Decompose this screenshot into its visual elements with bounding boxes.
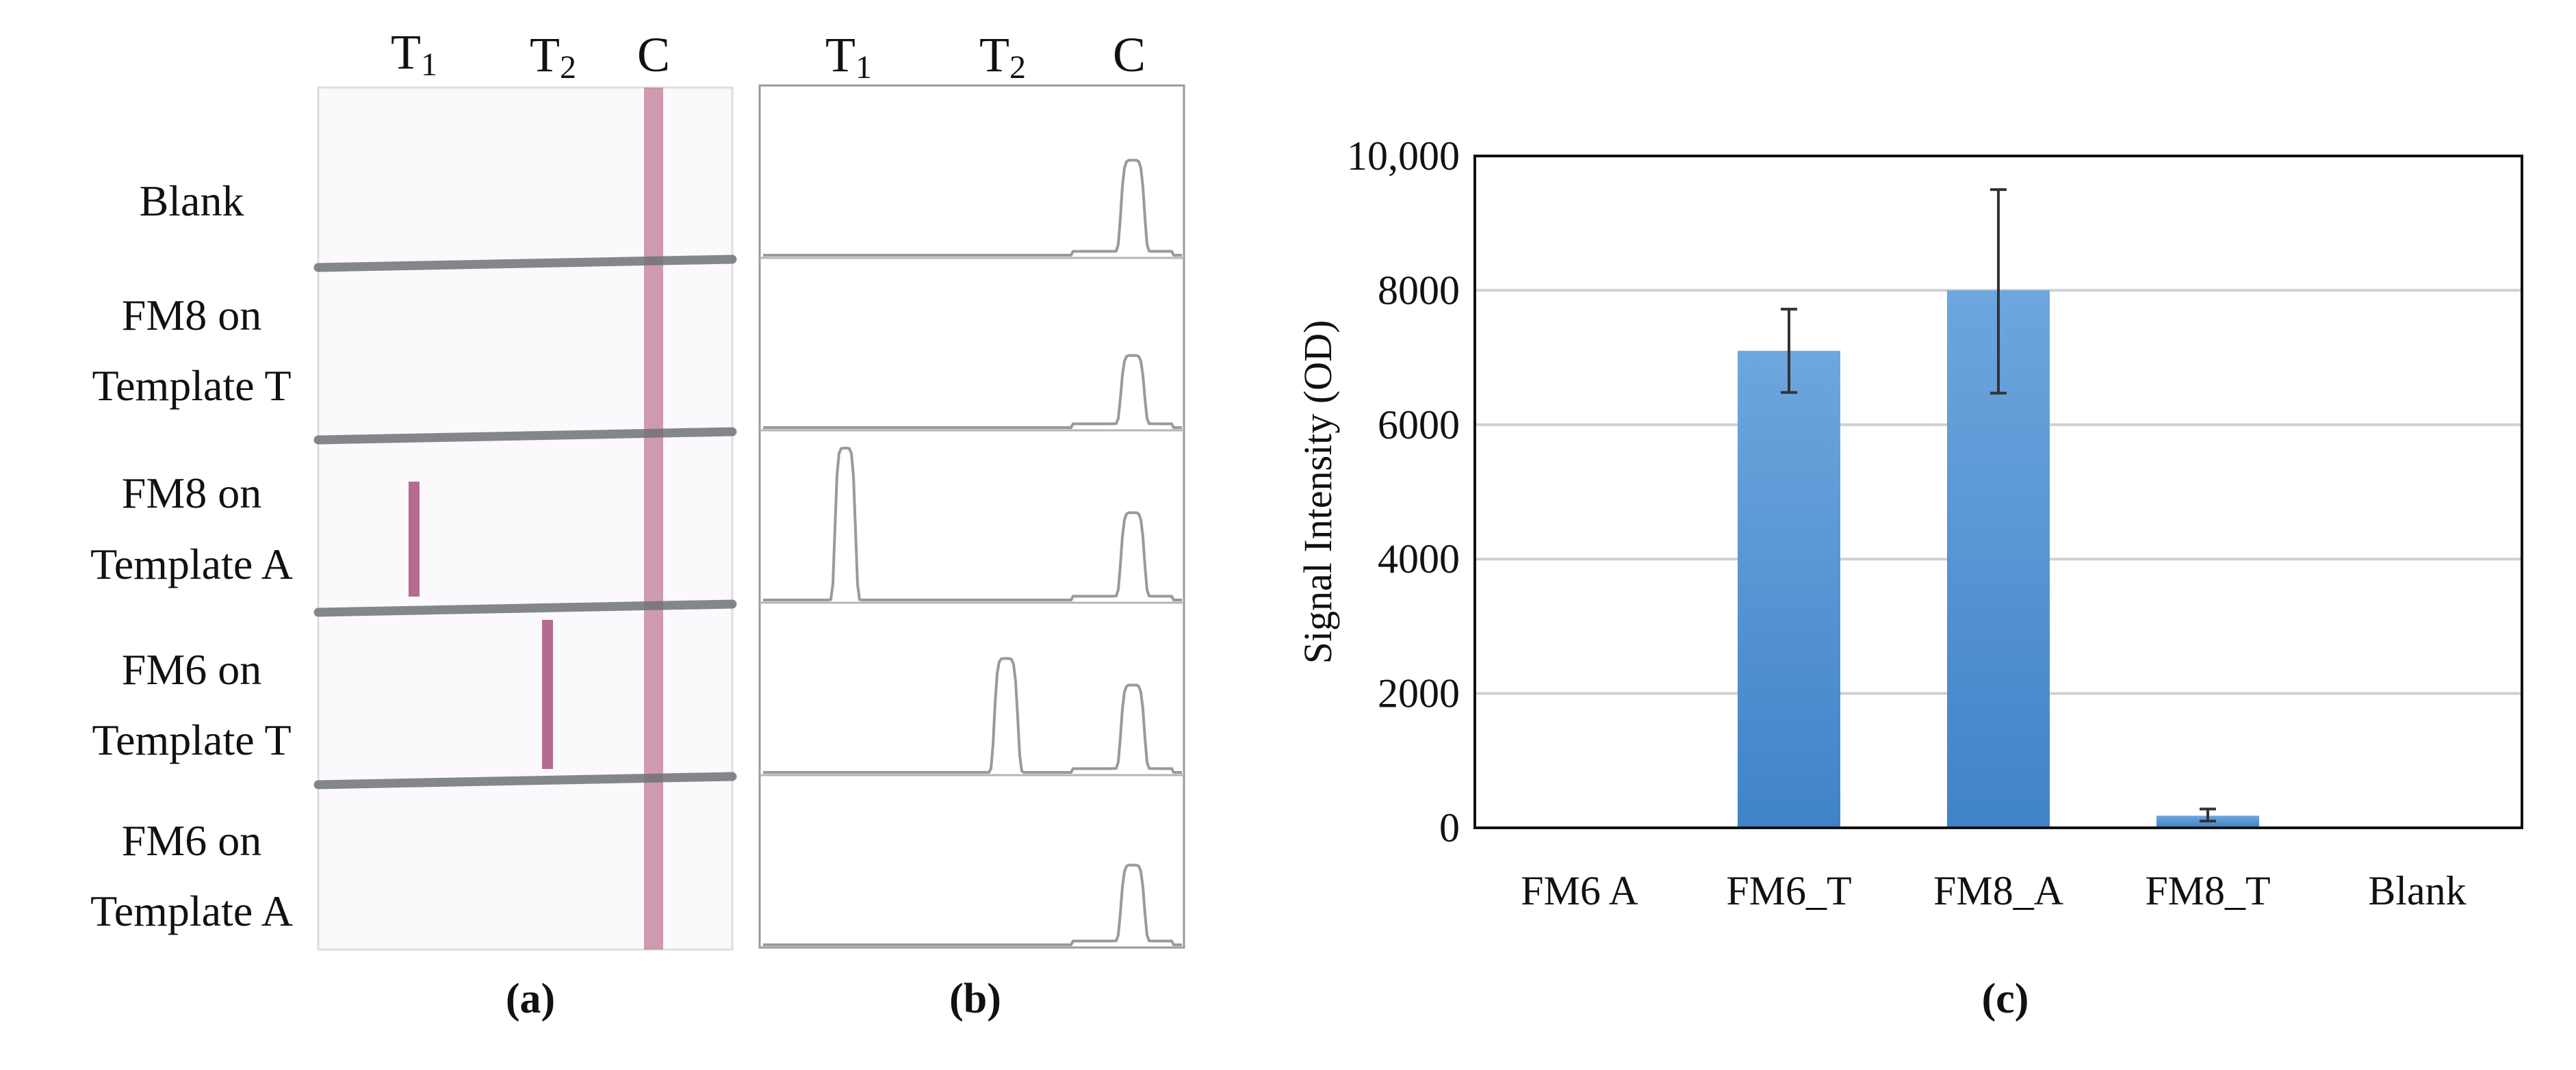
row-label: FM6 on [122, 645, 262, 694]
x-tick-label: Blank [2368, 868, 2466, 913]
strip-bands [313, 88, 737, 950]
panel-b-header-t2: T2 [979, 27, 1026, 86]
row-label: Template T [92, 716, 291, 764]
row-label: Template A [90, 887, 293, 935]
y-tick-label: 10,000 [1347, 133, 1460, 179]
test-band-t1 [409, 482, 420, 597]
panel-a-header-c: C [637, 27, 670, 82]
control-band [644, 88, 663, 950]
row-label: FM6 on [122, 816, 262, 865]
strip-divider [313, 772, 737, 790]
plot-frame [1473, 155, 2523, 829]
strip-paper [317, 86, 734, 951]
row-label: Template T [92, 361, 291, 410]
strip-divider [313, 427, 737, 445]
y-tick-label: 6000 [1378, 402, 1460, 447]
y-tick-label: 4000 [1378, 536, 1460, 582]
bar [1738, 350, 1840, 828]
y-axis-label: Signal Intensity (OD) [1296, 320, 1340, 664]
trace-line [763, 863, 1182, 946]
trace-line [763, 354, 1182, 429]
trace-frame [758, 84, 1185, 949]
x-tick-label: FM6_T [1726, 868, 1851, 913]
strip-divider [313, 255, 737, 272]
y-tick-label: 8000 [1378, 268, 1460, 313]
row-label: FM8 on [122, 469, 262, 517]
row-label: FM8 on [122, 291, 262, 339]
x-tick-label: FM6 A [1521, 868, 1638, 913]
trace-line [763, 657, 1182, 774]
bars [1528, 188, 2469, 828]
panel-b-caption: (b) [949, 976, 1001, 1022]
strip-divider [313, 599, 737, 617]
panel-b-header-t1: T1 [825, 27, 872, 86]
x-tick-label: FM8_T [2145, 868, 2270, 913]
row-label: Blank [140, 177, 244, 225]
x-ticks: FM6 A FM6_T FM8_A FM8_T Blank [1521, 868, 2466, 913]
y-tick-label: 0 [1439, 805, 1460, 850]
panel-b: T1 T2 C (b) [758, 27, 1185, 1022]
panel-a-header-t1: T1 [391, 25, 437, 83]
test-band-t2 [542, 620, 553, 769]
panel-a-caption: (a) [506, 976, 555, 1022]
panel-a-header-t2: T2 [530, 27, 576, 86]
trace-line [763, 447, 1182, 601]
trace-line [763, 159, 1182, 257]
panel-b-header-c: C [1113, 27, 1146, 82]
panel-a: T1 T2 C Blank FM8 on Template T FM8 on T… [90, 25, 737, 1022]
panel-c-caption: (c) [1982, 976, 2029, 1022]
row-labels: Blank FM8 on Template T FM8 on Template … [90, 177, 293, 935]
x-tick-label: FM8_A [1933, 868, 2063, 913]
traces [760, 159, 1184, 946]
row-label: Template A [90, 540, 293, 588]
y-ticks: 0 2000 4000 6000 8000 10,000 [1347, 133, 1460, 850]
y-tick-label: 2000 [1378, 671, 1460, 716]
